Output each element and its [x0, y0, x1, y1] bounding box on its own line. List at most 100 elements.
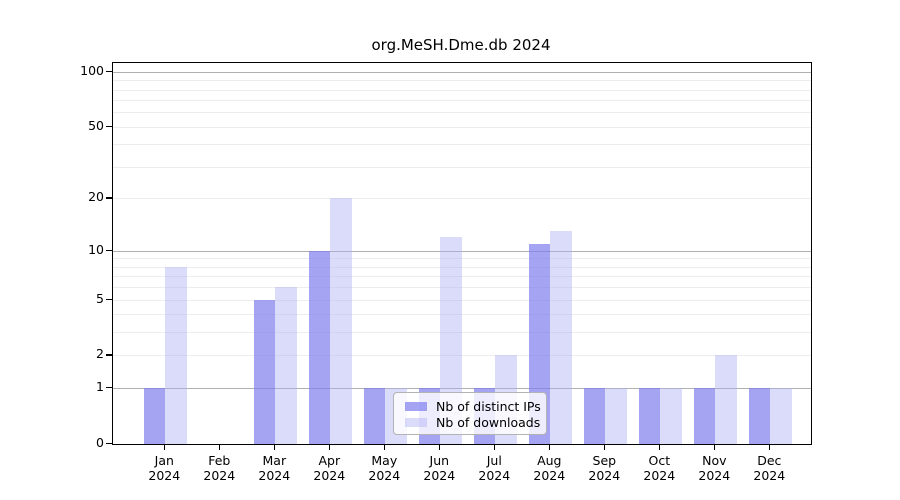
- x-tick-label-year: 2024: [643, 468, 676, 483]
- bar-downloads-jan: [165, 266, 187, 444]
- x-tick-label-month: Aug: [537, 453, 562, 468]
- bar-downloads-dec: [770, 388, 792, 444]
- y-tick-label-10: 10: [88, 241, 104, 257]
- x-tick-label-year: 2024: [368, 468, 401, 483]
- x-tick-label-month: Nov: [702, 453, 727, 468]
- gridline-major-1: [113, 388, 811, 390]
- bar-distinct-ips-dec: [748, 388, 771, 444]
- x-tick-label-year: 2024: [588, 468, 621, 483]
- bar-downloads-mar: [275, 287, 297, 444]
- legend-row-distinct-ips: Nb of distinct IPs: [405, 399, 541, 414]
- gridline-minor-40: [113, 144, 811, 146]
- x-tick-label-year: 2024: [698, 468, 731, 483]
- y-tick-mark-10: [106, 249, 112, 251]
- x-tick-mark-jan: [164, 444, 166, 450]
- bar-distinct-ips-apr: [308, 250, 331, 444]
- bar-distinct-ips-oct: [638, 388, 661, 444]
- gridline-minor-30: [113, 167, 811, 168]
- gridline-minor-5: [113, 299, 811, 301]
- x-tick-mark-may: [384, 444, 386, 450]
- x-tick-mark-jul: [494, 444, 496, 450]
- x-tick-label-month: Mar: [262, 453, 287, 468]
- x-tick-mark-aug: [549, 444, 551, 450]
- legend-swatch-downloads: [405, 417, 427, 427]
- bar-downloads-sep: [605, 388, 627, 444]
- bar-distinct-ips-nov: [693, 388, 716, 444]
- x-tick-label-month: Sep: [592, 453, 617, 468]
- plot-area: [112, 62, 812, 445]
- x-tick-label-month: May: [371, 453, 398, 468]
- y-tick-label-20: 20: [88, 189, 104, 205]
- x-tick-label-month: Jun: [429, 453, 450, 468]
- y-tick-mark-0: [106, 443, 112, 445]
- x-tick-mark-dec: [769, 444, 771, 450]
- y-tick-label-5: 5: [96, 290, 104, 306]
- x-tick-mark-nov: [714, 444, 716, 450]
- gridline-minor-6: [113, 287, 811, 288]
- y-tick-label-0: 0: [96, 435, 104, 450]
- gridline-minor-50: [113, 126, 811, 128]
- bar-downloads-oct: [660, 388, 682, 444]
- chart-title: org.MeSH.Dme.db 2024: [371, 36, 551, 54]
- y-tick-mark-2: [106, 354, 112, 356]
- x-tick-label-sep: Sep 2024: [574, 453, 634, 483]
- x-tick-label-year: 2024: [753, 468, 786, 483]
- y-tick-mark-100: [106, 70, 112, 72]
- bar-distinct-ips-jan: [143, 388, 166, 444]
- gridline-major-100: [113, 71, 811, 73]
- x-tick-label-year: 2024: [478, 468, 511, 483]
- gridline-minor-4: [113, 314, 811, 316]
- gridline-minor-70: [113, 100, 811, 102]
- x-tick-label-month: Dec: [757, 453, 782, 468]
- x-tick-label-jul: Jul 2024: [464, 453, 524, 483]
- bar-downloads-apr: [330, 198, 352, 444]
- x-tick-label-dec: Dec 2024: [739, 453, 799, 483]
- x-tick-label-jun: Jun 2024: [409, 453, 469, 483]
- gridline-minor-2: [113, 355, 811, 357]
- gridline-minor-7: [113, 276, 811, 278]
- x-tick-label-month: Jul: [486, 453, 502, 468]
- y-tick-mark-5: [106, 298, 112, 300]
- x-tick-mark-jun: [439, 444, 441, 450]
- y-tick-label-1: 1: [96, 379, 104, 395]
- y-tick-label-50: 50: [88, 117, 104, 133]
- x-tick-label-month: Oct: [648, 453, 671, 468]
- x-tick-label-nov: Nov 2024: [684, 453, 744, 483]
- y-tick-label-100: 100: [80, 62, 104, 78]
- x-tick-mark-apr: [329, 444, 331, 450]
- x-tick-label-mar: Mar 2024: [244, 453, 304, 483]
- legend-row-downloads: Nb of downloads: [405, 414, 541, 430]
- gridline-minor-8: [113, 266, 811, 268]
- x-tick-label-year: 2024: [313, 468, 346, 483]
- x-tick-label-year: 2024: [148, 468, 181, 483]
- legend-label-downloads: Nb of downloads: [436, 414, 541, 430]
- y-tick-mark-1: [106, 387, 112, 389]
- x-tick-label-month: Apr: [318, 453, 341, 468]
- x-tick-mark-mar: [274, 444, 276, 450]
- bar-distinct-ips-sep: [583, 388, 606, 444]
- x-tick-label-feb: Feb 2024: [189, 453, 249, 483]
- gridline-minor-9: [113, 258, 811, 260]
- x-tick-mark-oct: [659, 444, 661, 450]
- gridline-minor-90: [113, 80, 811, 82]
- y-tick-label-2: 2: [96, 346, 104, 362]
- x-tick-label-aug: Aug 2024: [519, 453, 579, 483]
- gridline-major-10: [113, 250, 811, 252]
- x-tick-label-jan: Jan 2024: [134, 453, 194, 483]
- bar-distinct-ips-mar: [253, 299, 276, 444]
- x-tick-label-year: 2024: [258, 468, 291, 483]
- x-tick-label-may: May 2024: [354, 453, 414, 483]
- x-tick-mark-sep: [604, 444, 606, 450]
- y-tick-mark-50: [106, 125, 112, 127]
- x-tick-label-year: 2024: [533, 468, 566, 483]
- y-tick-mark-20: [106, 197, 112, 199]
- x-tick-mark-feb: [219, 444, 221, 450]
- gridline-minor-60: [113, 112, 811, 114]
- gridline-minor-3: [113, 332, 811, 334]
- x-tick-label-apr: Apr 2024: [299, 453, 359, 483]
- bar-downloads-aug: [550, 231, 572, 444]
- legend: Nb of distinct IPs Nb of downloads: [393, 392, 547, 435]
- x-tick-label-month: Jan: [154, 453, 174, 468]
- bar-distinct-ips-may: [363, 388, 386, 444]
